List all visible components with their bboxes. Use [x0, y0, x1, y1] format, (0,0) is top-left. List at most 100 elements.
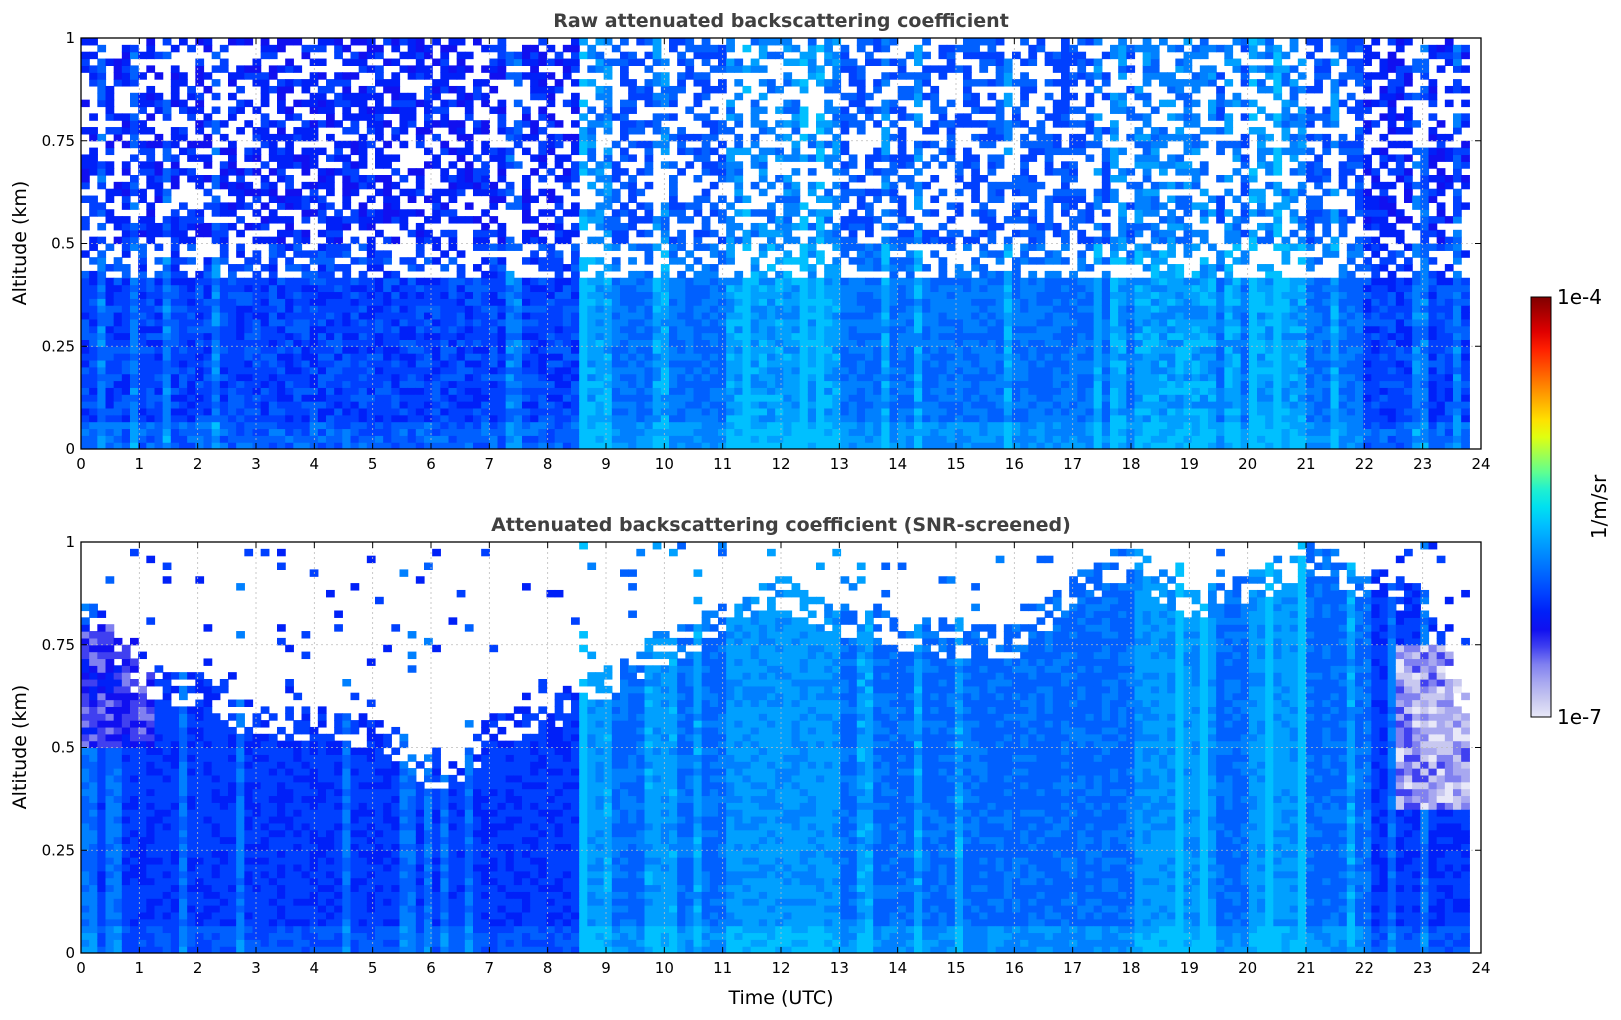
heatmap-cell [260, 380, 270, 388]
heatmap-cell [285, 264, 294, 272]
heatmap-cell [995, 387, 1005, 395]
heatmap-cell [848, 161, 858, 169]
heatmap-cell [889, 332, 899, 340]
heatmap-cell [530, 127, 539, 135]
heatmap-cell [856, 346, 866, 354]
heatmap-cell [236, 339, 245, 347]
heatmap-cell [840, 407, 850, 416]
heatmap-cell [881, 428, 891, 436]
heatmap-cell [432, 298, 441, 306]
heatmap-cell [938, 380, 948, 388]
heatmap-cell [187, 291, 196, 299]
heatmap-cell [391, 44, 401, 53]
heatmap-cell [228, 373, 237, 382]
heatmap-cell [562, 58, 572, 66]
heatmap-cell [914, 428, 923, 436]
heatmap-cell [652, 435, 662, 443]
heatmap-cell [677, 79, 686, 87]
heatmap-cell [709, 346, 719, 354]
heatmap-cell [522, 401, 531, 409]
heatmap-cell [709, 373, 719, 382]
heatmap-cell [709, 325, 719, 334]
heatmap-cell [497, 127, 507, 135]
heatmap-cell [922, 209, 931, 217]
heatmap-cell [236, 72, 245, 80]
heatmap-cell [252, 407, 262, 416]
heatmap-cell [832, 277, 842, 286]
heatmap-cell [505, 339, 515, 347]
heatmap-cell [391, 133, 401, 142]
heatmap-cell [383, 387, 392, 395]
heatmap-cell [562, 401, 572, 409]
heatmap-cell [554, 257, 564, 265]
heatmap-cell [170, 353, 180, 361]
heatmap-cell [391, 305, 401, 313]
heatmap-cell [440, 209, 450, 217]
heatmap-cell [317, 442, 327, 449]
heatmap-cell [987, 366, 997, 375]
heatmap-cell [628, 277, 637, 286]
heatmap-cell [603, 407, 613, 416]
heatmap-cell [456, 175, 466, 183]
heatmap-cell [677, 202, 686, 210]
heatmap-cell [277, 195, 286, 203]
heatmap-cell [162, 359, 172, 368]
heatmap-cell [767, 209, 776, 217]
heatmap-cell [530, 312, 539, 320]
heatmap-cell [677, 58, 686, 66]
heatmap-cell [228, 428, 237, 436]
heatmap-cell [236, 188, 245, 197]
heatmap-cell [424, 257, 433, 265]
heatmap-cell [840, 325, 850, 334]
heatmap-cell [922, 229, 931, 238]
heatmap-cell [497, 44, 507, 53]
heatmap-cell [726, 387, 735, 395]
heatmap-cell [358, 270, 368, 279]
heatmap-cell [603, 442, 613, 449]
heatmap-cell [260, 140, 270, 149]
heatmap-cell [856, 421, 866, 430]
heatmap-cell [824, 339, 833, 347]
heatmap-cell [489, 339, 499, 347]
heatmap-cell [505, 291, 515, 299]
heatmap-cell [995, 401, 1005, 409]
heatmap-cell [758, 168, 768, 176]
heatmap-cell [415, 435, 425, 443]
heatmap-cell [587, 318, 597, 327]
heatmap-cell [530, 366, 539, 375]
heatmap-cell [170, 44, 180, 53]
heatmap-cell [799, 257, 809, 265]
heatmap-cell [268, 435, 278, 443]
heatmap-cell [130, 51, 139, 60]
heatmap-cell [971, 188, 980, 197]
heatmap-cell [963, 442, 972, 449]
heatmap-cell [522, 346, 531, 354]
heatmap-cell [709, 44, 719, 53]
heatmap-cell [832, 380, 842, 388]
heatmap-cell [317, 353, 327, 361]
heatmap-cell [407, 339, 417, 347]
heatmap-cell [660, 380, 670, 388]
heatmap-cell [930, 140, 940, 149]
heatmap-cell [121, 188, 131, 197]
heatmap-cell [914, 264, 923, 272]
heatmap-cell [954, 298, 964, 306]
heatmap-cell [170, 401, 180, 409]
heatmap-cell [824, 58, 833, 66]
heatmap-cell [905, 366, 915, 375]
heatmap-cell [432, 195, 441, 203]
heatmap-cell [448, 175, 458, 183]
heatmap-cell [105, 353, 115, 361]
heatmap-cell [595, 414, 605, 423]
heatmap-cell [865, 168, 874, 176]
heatmap-cell [701, 291, 711, 299]
heatmap-cell [301, 99, 311, 108]
heatmap-cell [571, 222, 580, 231]
heatmap-cell [268, 373, 278, 382]
heatmap-cell [644, 373, 654, 382]
heatmap-cell [252, 127, 262, 135]
heatmap-cell [865, 202, 874, 210]
heatmap-cell [873, 257, 882, 265]
heatmap-cell [767, 407, 776, 416]
heatmap-cell [669, 257, 678, 265]
